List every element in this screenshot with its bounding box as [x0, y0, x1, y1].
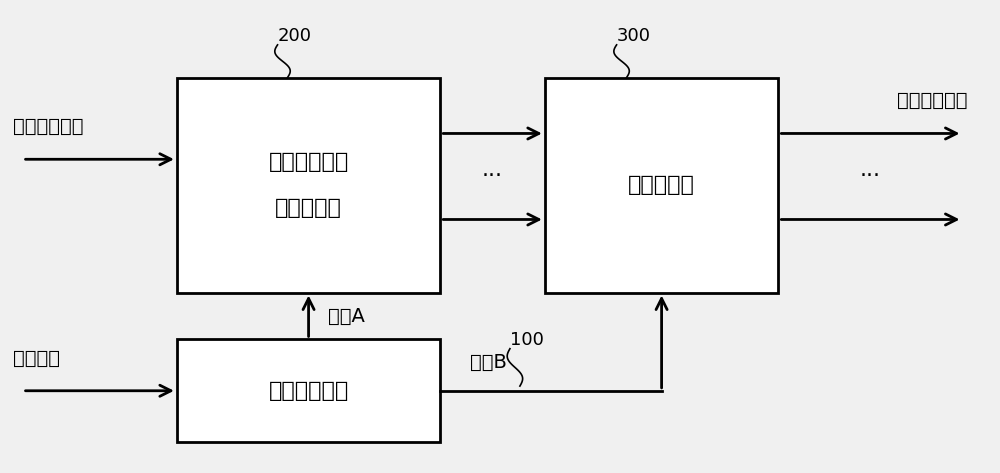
- Text: 时钟B: 时钟B: [470, 353, 507, 372]
- Text: 并行数据输出: 并行数据输出: [897, 91, 967, 110]
- Text: 串行数据输入: 串行数据输入: [13, 117, 83, 136]
- Text: 300: 300: [617, 27, 651, 45]
- Text: ···: ···: [482, 166, 503, 186]
- Text: 时钟A: 时钟A: [328, 307, 365, 325]
- Text: 及解串模块: 及解串模块: [275, 199, 342, 219]
- Bar: [177, 78, 440, 293]
- Text: 串行数据采样: 串行数据采样: [268, 152, 349, 172]
- Text: 200: 200: [278, 27, 312, 45]
- Text: ···: ···: [860, 166, 881, 186]
- Text: 输入时钟: 输入时钟: [13, 349, 60, 368]
- Bar: [177, 339, 440, 442]
- Text: 帧对齐模块: 帧对齐模块: [628, 175, 695, 195]
- Text: 100: 100: [510, 331, 544, 349]
- Text: 时钟管理模块: 时钟管理模块: [268, 381, 349, 401]
- Bar: [545, 78, 778, 293]
